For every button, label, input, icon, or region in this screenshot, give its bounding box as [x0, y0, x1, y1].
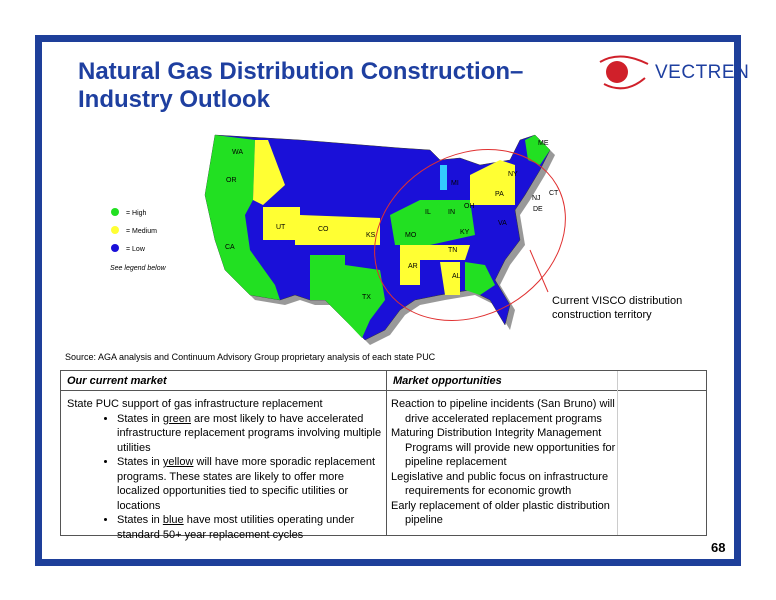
state-label: CT: [549, 190, 559, 197]
state-label: NJ: [532, 195, 541, 202]
us-map: [204, 134, 566, 345]
intro: State PUC support of gas infrastructure …: [67, 398, 323, 410]
text: are most likely to have accelerated infr…: [117, 412, 382, 454]
state-label: KY: [460, 229, 470, 236]
item: Early replacement of older plastic distr…: [391, 499, 610, 527]
state-label: OH: [464, 203, 475, 210]
item: Reaction to pipeline incidents (San Brun…: [391, 398, 615, 425]
frame: [35, 35, 741, 566]
title-line: Industry Outlook: [78, 86, 270, 113]
right-column: Market opportunities Reaction to pipelin…: [387, 371, 706, 535]
text: have most utilities operating under stan…: [117, 514, 355, 541]
state-label: OR: [226, 177, 237, 184]
bullet: States in blue have most utilities opera…: [117, 513, 382, 542]
state-label: TN: [448, 247, 457, 254]
source: Source: AGA analysis and Continuum Advis…: [65, 352, 436, 362]
text: will have more sporadic replacement prog…: [117, 456, 376, 512]
state-label: NY: [508, 171, 518, 178]
column-body: Reaction to pipeline incidents (San Brun…: [387, 391, 631, 528]
state-label: PA: [495, 191, 504, 198]
bullet: States in green are most likely to have …: [117, 412, 382, 456]
state-label: IL: [425, 209, 431, 216]
item: Maturing Distribution Integrity Manageme…: [391, 427, 616, 468]
legend-label: = Medium: [126, 228, 157, 235]
state-label: DE: [533, 206, 543, 213]
text: States in: [117, 456, 163, 468]
state-label: KS: [366, 232, 376, 239]
legend-note: See legend below: [110, 265, 167, 272]
color-word: blue: [162, 514, 184, 526]
left-column: Our current market State PUC support of …: [61, 371, 387, 541]
state-label: ME: [538, 140, 549, 147]
state-label: UT: [276, 224, 286, 231]
annotation: Current VISCO distribution construction …: [552, 295, 682, 321]
bullet: States in yellow will have more sporadic…: [117, 455, 382, 513]
text: States in: [117, 412, 163, 425]
legend-label: = Low: [126, 246, 146, 253]
state-label: WA: [232, 149, 243, 156]
color-word: green: [162, 412, 191, 425]
state-label: AL: [452, 273, 461, 280]
state-label: IN: [448, 209, 455, 216]
logo-mark: [599, 55, 649, 90]
title-line: Natural Gas Distribution Construction–: [78, 58, 524, 85]
state-label: CO: [318, 226, 329, 233]
state-label: TX: [362, 294, 371, 301]
item: Legislative and public focus on infrastr…: [391, 470, 609, 498]
annotation-line: construction territory: [552, 309, 652, 321]
column-body: State PUC support of gas infrastructure …: [61, 391, 386, 542]
text: States in: [117, 514, 163, 526]
legend: = High = Medium = Low See legend below: [110, 208, 167, 272]
state-labels: WA OR CA UT CO KS MO IL IN OH KY TN AR A…: [225, 140, 559, 301]
column-header: Our current market: [61, 371, 386, 391]
logo: VECTREN: [655, 62, 750, 83]
color-word: yellow: [162, 456, 194, 468]
table: Our current market State PUC support of …: [60, 370, 707, 541]
divider: [617, 371, 618, 535]
title: Natural Gas Distribution Construction– I…: [78, 58, 523, 114]
page-number: 68: [711, 540, 726, 555]
annotation-line: Current VISCO distribution: [552, 295, 682, 307]
state-label: CA: [225, 244, 235, 251]
bullet-list: States in green are most likely to have …: [67, 412, 382, 543]
column-header: Market opportunities: [387, 371, 706, 391]
state-label: MO: [405, 232, 417, 239]
state-label: AR: [408, 263, 418, 270]
state-label: MI: [451, 180, 459, 187]
legend-label: = High: [126, 210, 147, 217]
state-label: VA: [498, 220, 507, 227]
